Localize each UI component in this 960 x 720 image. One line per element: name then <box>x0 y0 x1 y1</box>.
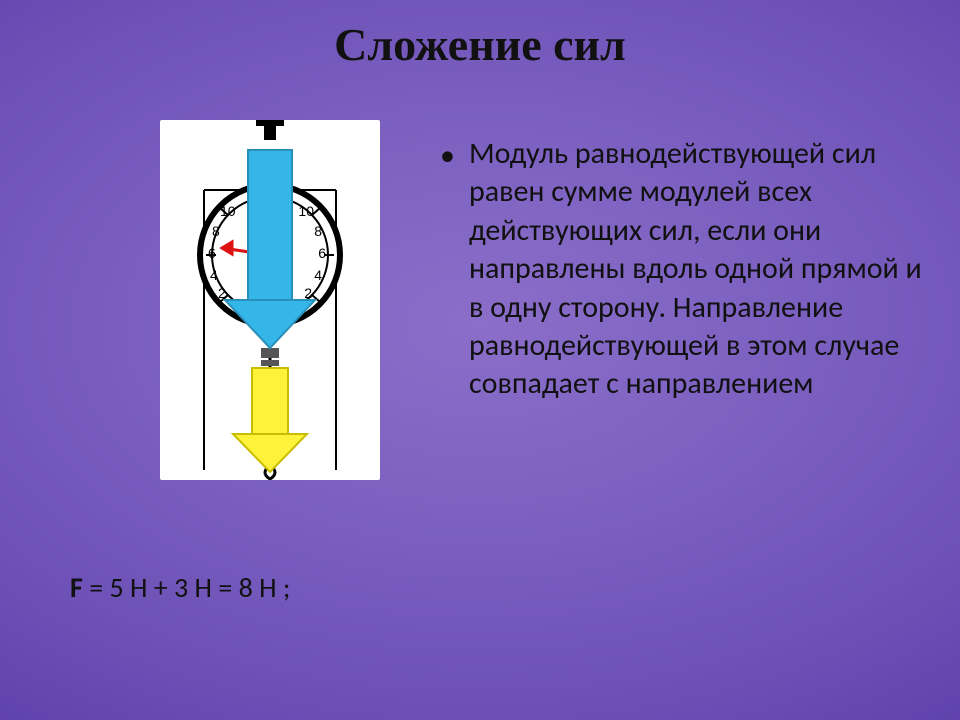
dial-num-l4: 4 <box>210 267 218 283</box>
hanger-cap <box>256 120 284 126</box>
dial-num-r10: 10 <box>298 203 314 219</box>
bullet-dot-icon: • <box>440 137 455 175</box>
formula: F = 5 Н + 3 Н = 8 Н ; <box>70 570 290 605</box>
dial-num-r8: 8 <box>314 223 322 239</box>
hanger-stem <box>264 124 276 140</box>
dynamometer-figure: 2 4 6 8 10 2 4 6 8 10 <box>160 120 380 480</box>
bullet-item: • Модуль равнодействующей сил равен сумм… <box>440 135 930 404</box>
dial-num-l6: 6 <box>208 245 216 261</box>
force-arrow-yellow <box>233 368 307 472</box>
formula-variable: F <box>70 570 83 605</box>
dial-num-l8: 8 <box>212 223 220 239</box>
dial-num-r4: 4 <box>314 267 322 283</box>
right-column: • Модуль равнодействующей сил равен сумм… <box>440 135 930 404</box>
slide-title: Сложение сил <box>0 18 960 71</box>
formula-rest: = 5 Н + 3 Н = 8 Н ; <box>83 570 291 605</box>
dynamometer-svg: 2 4 6 8 10 2 4 6 8 10 <box>160 120 380 480</box>
weight-bottom <box>261 360 279 366</box>
weight-top <box>261 348 279 358</box>
dial-num-r6: 6 <box>318 245 326 261</box>
slide: Сложение сил 2 4 6 8 10 2 <box>0 0 960 720</box>
dial-num-r2: 2 <box>304 285 312 301</box>
body-text: Модуль равнодействующей сил равен сумме … <box>469 135 930 404</box>
left-column: 2 4 6 8 10 2 4 6 8 10 <box>90 120 410 480</box>
